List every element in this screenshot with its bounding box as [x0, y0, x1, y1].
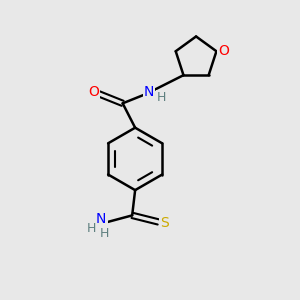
Text: N: N	[96, 212, 106, 226]
Text: S: S	[160, 216, 169, 230]
Text: O: O	[88, 85, 99, 99]
Text: N: N	[144, 85, 154, 99]
Text: O: O	[218, 44, 229, 58]
Text: H: H	[87, 222, 96, 235]
Text: H: H	[100, 227, 110, 240]
Text: H: H	[157, 92, 167, 104]
